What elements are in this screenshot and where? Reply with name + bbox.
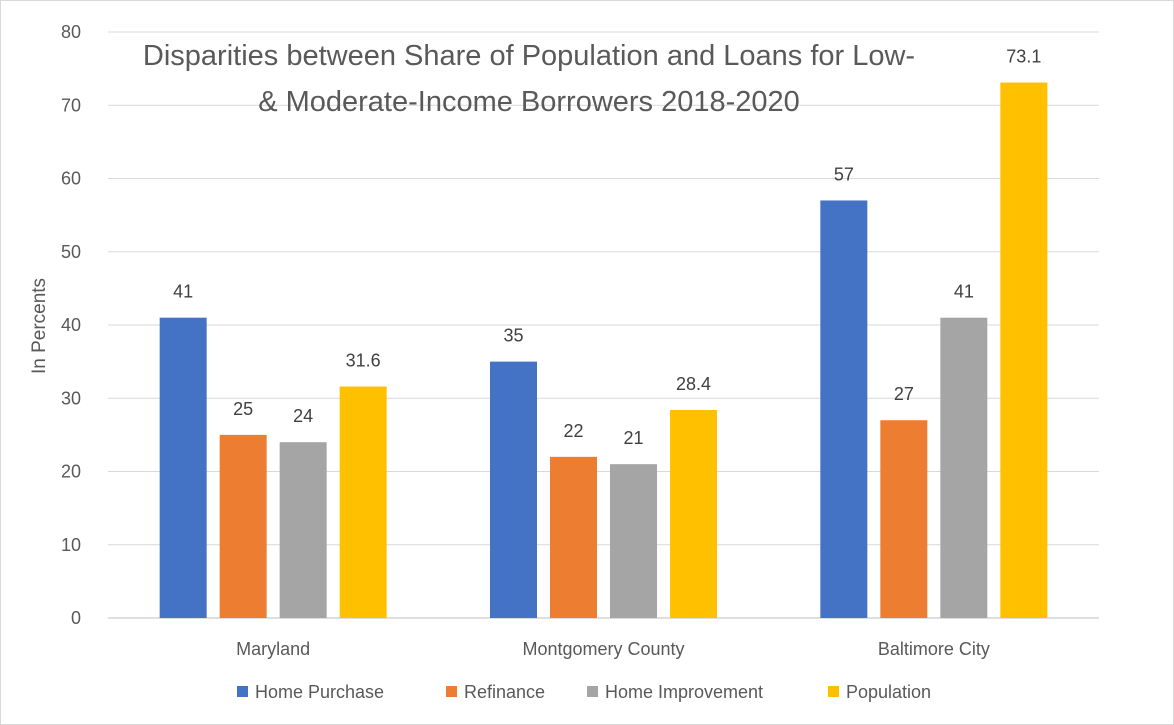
data-label: 28.4 (676, 374, 711, 394)
y-axis-label: In Percents (29, 278, 50, 374)
y-tick-label: 20 (61, 462, 81, 482)
chart-title-line-2: & Moderate-Income Borrowers 2018-2020 (258, 86, 800, 118)
y-tick-label: 70 (61, 95, 81, 115)
data-label: 24 (293, 406, 313, 426)
legend-label: Home Purchase (255, 682, 384, 702)
x-category-label: Baltimore City (878, 639, 990, 659)
gridlines (108, 31, 1099, 619)
legend-label: Population (846, 682, 931, 702)
chart-title-line-1: Disparities between Share of Population … (143, 40, 915, 72)
data-label: 27 (894, 384, 914, 404)
bar (880, 420, 928, 618)
y-tick-label: 80 (61, 22, 81, 42)
data-label: 41 (954, 282, 974, 302)
bar (1000, 82, 1048, 619)
bars (159, 82, 1048, 619)
y-tick-label: 40 (61, 315, 81, 335)
y-tick-label: 0 (71, 608, 81, 628)
x-category-label: Maryland (236, 639, 310, 659)
legend: Home Purchase Refinance Home Improvement Po… (237, 682, 931, 702)
data-label: 22 (563, 421, 583, 441)
data-label: 41 (173, 282, 193, 302)
legend-swatch (446, 686, 457, 697)
y-tick-label: 10 (61, 535, 81, 555)
data-label: 35 (503, 326, 523, 346)
x-category-label: Montgomery County (522, 639, 684, 659)
data-label: 21 (623, 428, 643, 448)
bar (339, 386, 387, 618)
data-label: 57 (834, 164, 854, 184)
bar (940, 317, 988, 618)
bar (820, 200, 868, 618)
data-label: 73.1 (1006, 47, 1041, 67)
legend-label: Home Improvement (605, 682, 763, 702)
bar (490, 361, 537, 618)
data-label: 25 (233, 399, 253, 419)
data-label: 31.6 (346, 351, 381, 371)
x-axis-categories: Maryland Montgomery County Baltimore City (236, 639, 990, 659)
legend-swatch (587, 686, 598, 697)
y-tick-label: 60 (61, 169, 81, 189)
bar (610, 464, 657, 618)
legend-label: Refinance (464, 682, 545, 702)
bar (159, 317, 207, 618)
y-tick-label: 50 (61, 242, 81, 262)
data-labels: 41 25 24 31.6 35 22 21 28.4 57 27 41 73.1 (173, 47, 1041, 449)
legend-swatch (237, 686, 248, 697)
legend-swatch (828, 686, 839, 697)
y-axis-ticks: 0 10 20 30 40 50 60 70 80 (61, 22, 81, 628)
y-tick-label: 30 (61, 388, 81, 408)
bar (219, 434, 267, 618)
bar (550, 456, 597, 618)
bar (279, 442, 327, 618)
bar (670, 409, 717, 618)
